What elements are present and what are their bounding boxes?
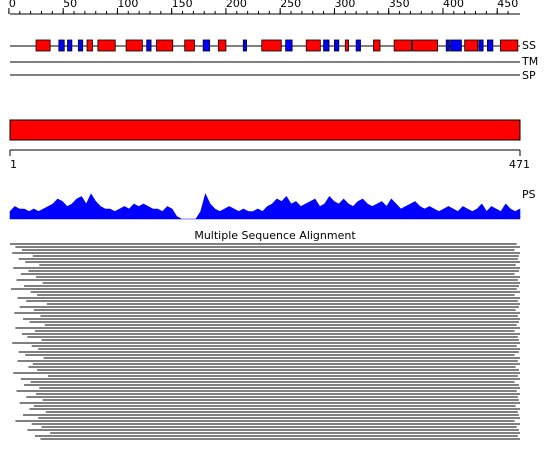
helix bbox=[373, 39, 381, 52]
ps-profile bbox=[9, 193, 521, 220]
axis-tick-label: 0 bbox=[9, 0, 16, 10]
helix bbox=[305, 39, 321, 52]
helix bbox=[261, 39, 282, 52]
axis-tick-label: 200 bbox=[226, 0, 247, 10]
helix bbox=[86, 39, 93, 52]
helix bbox=[500, 39, 519, 52]
axis-tick-label: 400 bbox=[443, 0, 464, 10]
tm-label: TM bbox=[521, 55, 538, 68]
strand bbox=[285, 39, 293, 52]
axis-tick-label: 250 bbox=[280, 0, 301, 10]
axis-tick-label: 350 bbox=[389, 0, 410, 10]
strand bbox=[478, 39, 484, 52]
range-end-label: 471 bbox=[509, 158, 530, 171]
axis-tick-label: 150 bbox=[172, 0, 193, 10]
strand bbox=[334, 39, 340, 52]
ss-label: SS bbox=[522, 39, 536, 52]
strand bbox=[242, 39, 247, 52]
strand bbox=[146, 39, 152, 52]
strand bbox=[445, 39, 450, 52]
range-start-label: 1 bbox=[10, 158, 17, 171]
axis-tick-label: 300 bbox=[334, 0, 355, 10]
helix bbox=[464, 39, 479, 52]
strand bbox=[355, 39, 361, 52]
sp-label: SP bbox=[522, 69, 536, 82]
ps-label: PS bbox=[522, 188, 536, 201]
helix bbox=[35, 39, 51, 52]
strand bbox=[450, 39, 462, 52]
domain-bar bbox=[9, 119, 521, 141]
strand bbox=[58, 39, 65, 52]
helix bbox=[156, 39, 174, 52]
helix bbox=[97, 39, 116, 52]
strand bbox=[323, 39, 330, 52]
helix bbox=[125, 39, 143, 52]
helix bbox=[344, 39, 349, 52]
strand bbox=[487, 39, 494, 52]
strand bbox=[77, 39, 84, 52]
axis-tick-label: 100 bbox=[117, 0, 138, 10]
strand bbox=[202, 39, 211, 52]
helix bbox=[217, 39, 227, 52]
msa-title: Multiple Sequence Alignment bbox=[194, 229, 356, 242]
helix bbox=[412, 39, 438, 52]
axis-tick-label: 450 bbox=[497, 0, 518, 10]
axis-tick-label: 50 bbox=[63, 0, 77, 10]
helix bbox=[184, 39, 195, 52]
strand bbox=[67, 39, 73, 52]
helix bbox=[393, 39, 412, 52]
